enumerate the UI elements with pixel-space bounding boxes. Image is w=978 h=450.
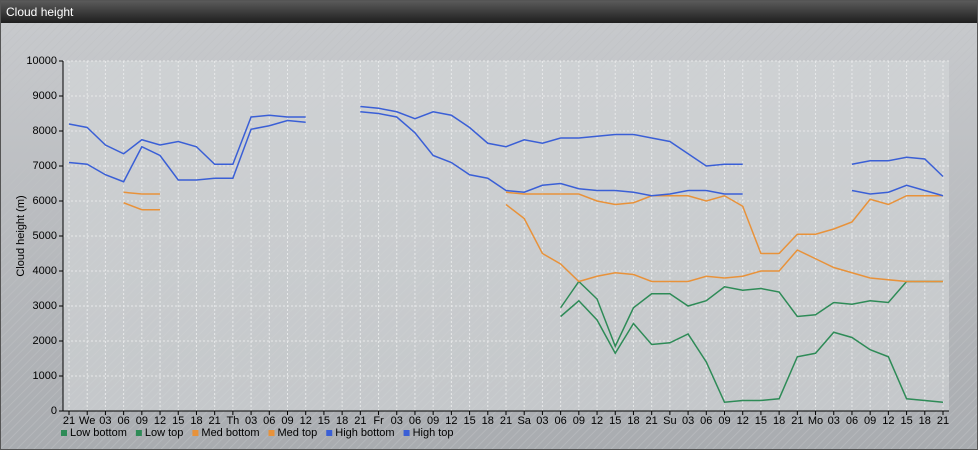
x-tick-label: 15 bbox=[318, 415, 330, 427]
y-tick-label: 10000 bbox=[26, 55, 57, 67]
x-tick-label: Su bbox=[663, 415, 676, 427]
x-tick-label: 12 bbox=[591, 415, 603, 427]
legend-swatch bbox=[403, 430, 410, 436]
x-tick-label: 06 bbox=[555, 415, 567, 427]
y-tick-label: 7000 bbox=[33, 160, 57, 172]
x-tick-label: 09 bbox=[864, 415, 876, 427]
legend-swatch bbox=[326, 430, 333, 436]
x-tick-label: 03 bbox=[682, 415, 694, 427]
x-tick-label: 03 bbox=[828, 415, 840, 427]
legend-swatch bbox=[135, 430, 142, 436]
x-tick-label: 12 bbox=[300, 415, 312, 427]
x-tick-label: 21 bbox=[354, 415, 366, 427]
x-tick-label: 06 bbox=[263, 415, 275, 427]
legend-swatch bbox=[268, 430, 275, 436]
series-line bbox=[560, 299, 944, 404]
x-tick-label: 18 bbox=[919, 415, 931, 427]
x-tick-label: Fr bbox=[373, 415, 384, 427]
x-tick-label: 12 bbox=[737, 415, 749, 427]
x-tick-label: 21 bbox=[937, 415, 949, 427]
x-tick-label: 18 bbox=[482, 415, 494, 427]
legend-label: High bottom bbox=[335, 427, 394, 439]
y-tick-label: 5000 bbox=[33, 230, 57, 242]
window-title: Cloud height bbox=[1, 1, 977, 23]
x-tick-label: 21 bbox=[500, 415, 512, 427]
legend-label: Med bottom bbox=[201, 427, 259, 439]
y-tick-label: 4000 bbox=[33, 265, 57, 277]
y-tick-label: 3000 bbox=[33, 300, 57, 312]
x-tick-label: 21 bbox=[63, 415, 75, 427]
x-tick-label: 15 bbox=[172, 415, 184, 427]
series-line bbox=[68, 105, 944, 178]
x-tick-label: We bbox=[79, 415, 95, 427]
legend-label: Low top bbox=[145, 427, 184, 439]
x-tick-label: 18 bbox=[627, 415, 639, 427]
x-tick-label: 15 bbox=[900, 415, 912, 427]
y-tick-label: 0 bbox=[51, 405, 57, 417]
x-tick-label: 06 bbox=[700, 415, 712, 427]
series-line bbox=[123, 202, 943, 283]
x-tick-label: Sa bbox=[517, 415, 531, 427]
x-tick-label: 09 bbox=[281, 415, 293, 427]
x-tick-label: 06 bbox=[846, 415, 858, 427]
legend-swatch bbox=[61, 430, 67, 436]
series-line bbox=[68, 111, 944, 197]
legend-label: Med top bbox=[278, 427, 318, 439]
x-tick-label: 15 bbox=[463, 415, 475, 427]
x-tick-label: 03 bbox=[536, 415, 548, 427]
x-tick-label: Mo bbox=[808, 415, 823, 427]
y-tick-label: 8000 bbox=[33, 125, 57, 137]
legend-label: High top bbox=[413, 427, 454, 439]
x-tick-label: 15 bbox=[755, 415, 767, 427]
y-tick-label: 2000 bbox=[33, 335, 57, 347]
x-tick-label: 09 bbox=[427, 415, 439, 427]
y-tick-label: 6000 bbox=[33, 195, 57, 207]
x-tick-label: 15 bbox=[609, 415, 621, 427]
x-tick-label: 12 bbox=[154, 415, 166, 427]
y-tick-label: 1000 bbox=[33, 370, 57, 382]
x-tick-label: 21 bbox=[791, 415, 803, 427]
y-axis-label: Cloud height (m) bbox=[15, 195, 27, 276]
x-tick-label: 12 bbox=[882, 415, 894, 427]
x-tick-label: 18 bbox=[190, 415, 202, 427]
y-tick-label: 9000 bbox=[33, 90, 57, 102]
legend-swatch bbox=[192, 430, 199, 436]
x-tick-label: Th bbox=[226, 415, 239, 427]
x-tick-label: 21 bbox=[646, 415, 658, 427]
x-tick-label: 09 bbox=[718, 415, 730, 427]
x-tick-label: 03 bbox=[391, 415, 403, 427]
x-tick-label: 18 bbox=[773, 415, 785, 427]
x-tick-label: 12 bbox=[445, 415, 457, 427]
x-tick-label: 03 bbox=[245, 415, 257, 427]
x-tick-label: 09 bbox=[136, 415, 148, 427]
x-tick-label: 06 bbox=[409, 415, 421, 427]
legend-label: Low bottom bbox=[70, 427, 127, 439]
x-tick-label: 06 bbox=[118, 415, 130, 427]
chart: Cloud height (m) 0 1000 2000 3000 4000 5000 60… bbox=[1, 23, 977, 449]
series-line bbox=[560, 280, 943, 349]
x-tick-label: 18 bbox=[336, 415, 348, 427]
series-line bbox=[123, 191, 943, 255]
x-tick-label: 03 bbox=[99, 415, 111, 427]
plot-area bbox=[63, 61, 949, 411]
x-tick-label: 09 bbox=[573, 415, 585, 427]
x-tick-label: 21 bbox=[209, 415, 221, 427]
